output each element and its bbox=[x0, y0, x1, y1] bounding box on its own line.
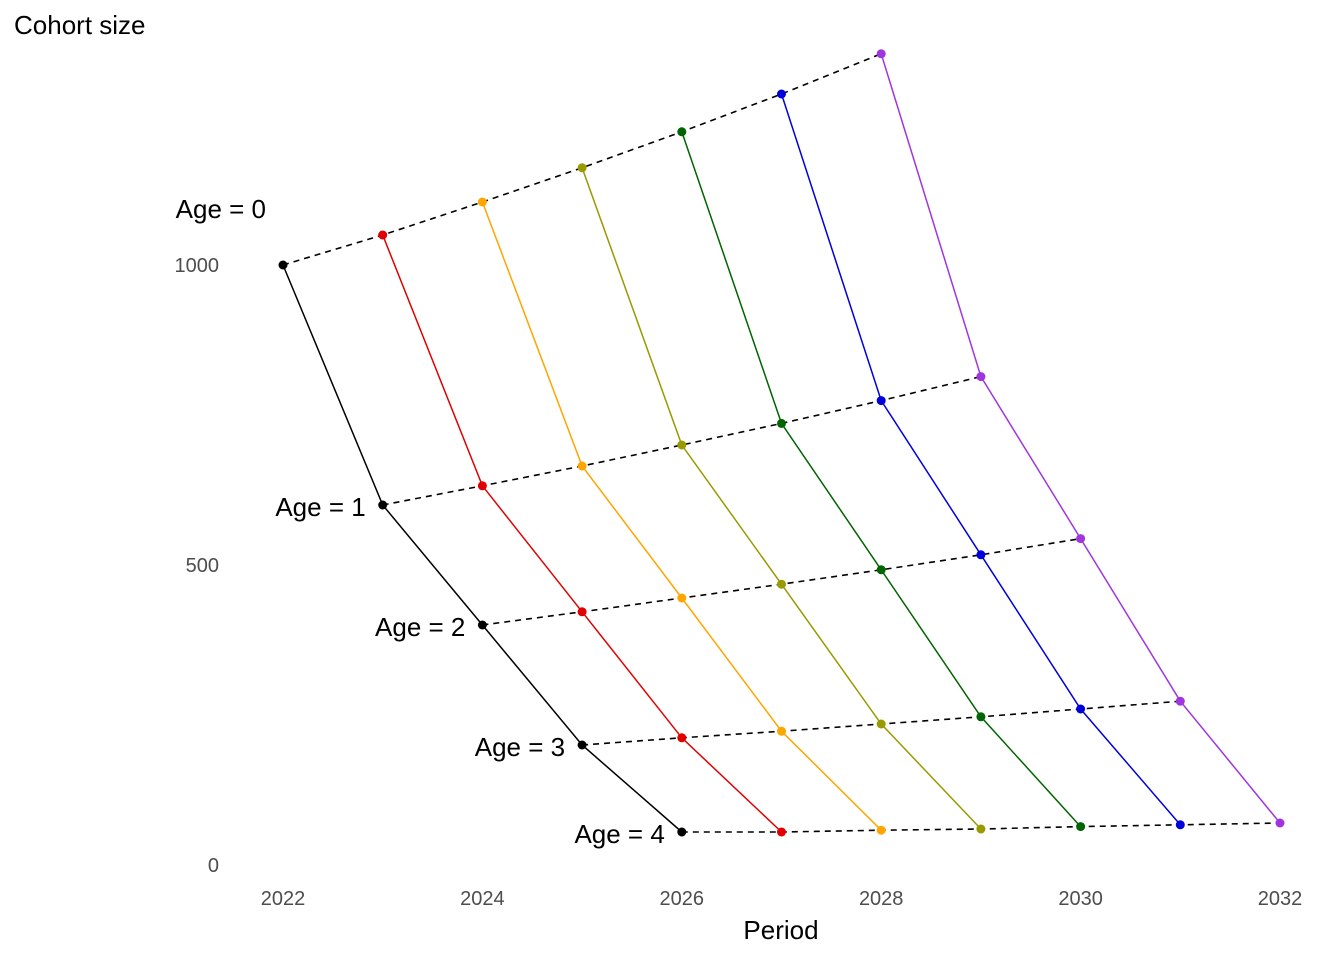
cohort-0-point bbox=[278, 260, 288, 270]
cohort-1-point bbox=[477, 481, 487, 491]
cohort-2-point bbox=[477, 197, 487, 207]
cohort-6-point bbox=[1175, 696, 1185, 706]
y-tick-label: 0 bbox=[208, 855, 219, 877]
cohort-5-point bbox=[777, 89, 786, 99]
y-tick-label: 500 bbox=[186, 555, 219, 577]
age-label: Age = 1 bbox=[275, 492, 365, 522]
cohort-1-point bbox=[777, 827, 786, 837]
cohort-4-point bbox=[976, 712, 986, 722]
cohort-1-point bbox=[677, 733, 687, 743]
cohort-6-point bbox=[1076, 534, 1086, 544]
cohort-6-point bbox=[876, 49, 886, 59]
cohort-4-point bbox=[876, 565, 886, 575]
cohort-4-point bbox=[677, 127, 687, 137]
cohort-0-point bbox=[477, 620, 487, 630]
cohort-0-point bbox=[577, 740, 587, 750]
cohort-2-point bbox=[876, 825, 886, 835]
y-axis-title: Cohort size bbox=[14, 10, 146, 40]
x-ticks-group: 2022 2024 2026 2028 2030 2032 bbox=[261, 888, 1303, 910]
cohort-5-point bbox=[1175, 820, 1185, 830]
x-tick-label: 2022 bbox=[261, 888, 306, 910]
cohort-3-point bbox=[876, 719, 886, 729]
cohort-4-point bbox=[1076, 822, 1086, 832]
age-label: Age = 4 bbox=[574, 819, 664, 849]
age-label: Age = 3 bbox=[475, 732, 565, 762]
cohort-3-point bbox=[976, 824, 986, 834]
x-tick-label: 2028 bbox=[859, 888, 904, 910]
cohort-4-point bbox=[777, 418, 786, 428]
x-axis-title: Period bbox=[743, 915, 818, 945]
cohort-2-point bbox=[677, 593, 687, 603]
cohort-5-point bbox=[876, 396, 886, 406]
cohort-3-point bbox=[577, 163, 587, 173]
x-tick-label: 2030 bbox=[1058, 888, 1103, 910]
cohort-6-point bbox=[976, 372, 986, 382]
cohort-3-point bbox=[777, 579, 786, 589]
y-tick-label: 1000 bbox=[175, 255, 220, 277]
age-0-line bbox=[282, 53, 882, 266]
age-label: Age = 0 bbox=[176, 194, 266, 224]
cohort-0-point bbox=[378, 500, 388, 510]
cohort-lines-group bbox=[282, 53, 1281, 833]
age-label: Age = 2 bbox=[375, 612, 465, 642]
points-group bbox=[278, 49, 1285, 837]
cohort-0-point bbox=[677, 827, 687, 837]
y-ticks-group: 0 500 1000 bbox=[175, 255, 220, 877]
cohort-1-point bbox=[577, 607, 587, 617]
cohort-2-point bbox=[777, 726, 786, 736]
cohort-2-point bbox=[577, 461, 587, 471]
cohort-1-point bbox=[378, 230, 388, 240]
x-tick-label: 2026 bbox=[660, 888, 705, 910]
cohort-5-point bbox=[1076, 704, 1086, 714]
age-labels-group: Age = 0 Age = 1 Age = 2 Age = 3 Age = 4 bbox=[176, 194, 665, 849]
cohort-6-point bbox=[1275, 818, 1285, 828]
age-lines-group bbox=[282, 53, 1281, 833]
cohort-3-point bbox=[677, 440, 687, 450]
cohort-5-point bbox=[976, 550, 986, 560]
x-tick-label: 2032 bbox=[1258, 888, 1303, 910]
x-tick-label: 2024 bbox=[460, 888, 505, 910]
